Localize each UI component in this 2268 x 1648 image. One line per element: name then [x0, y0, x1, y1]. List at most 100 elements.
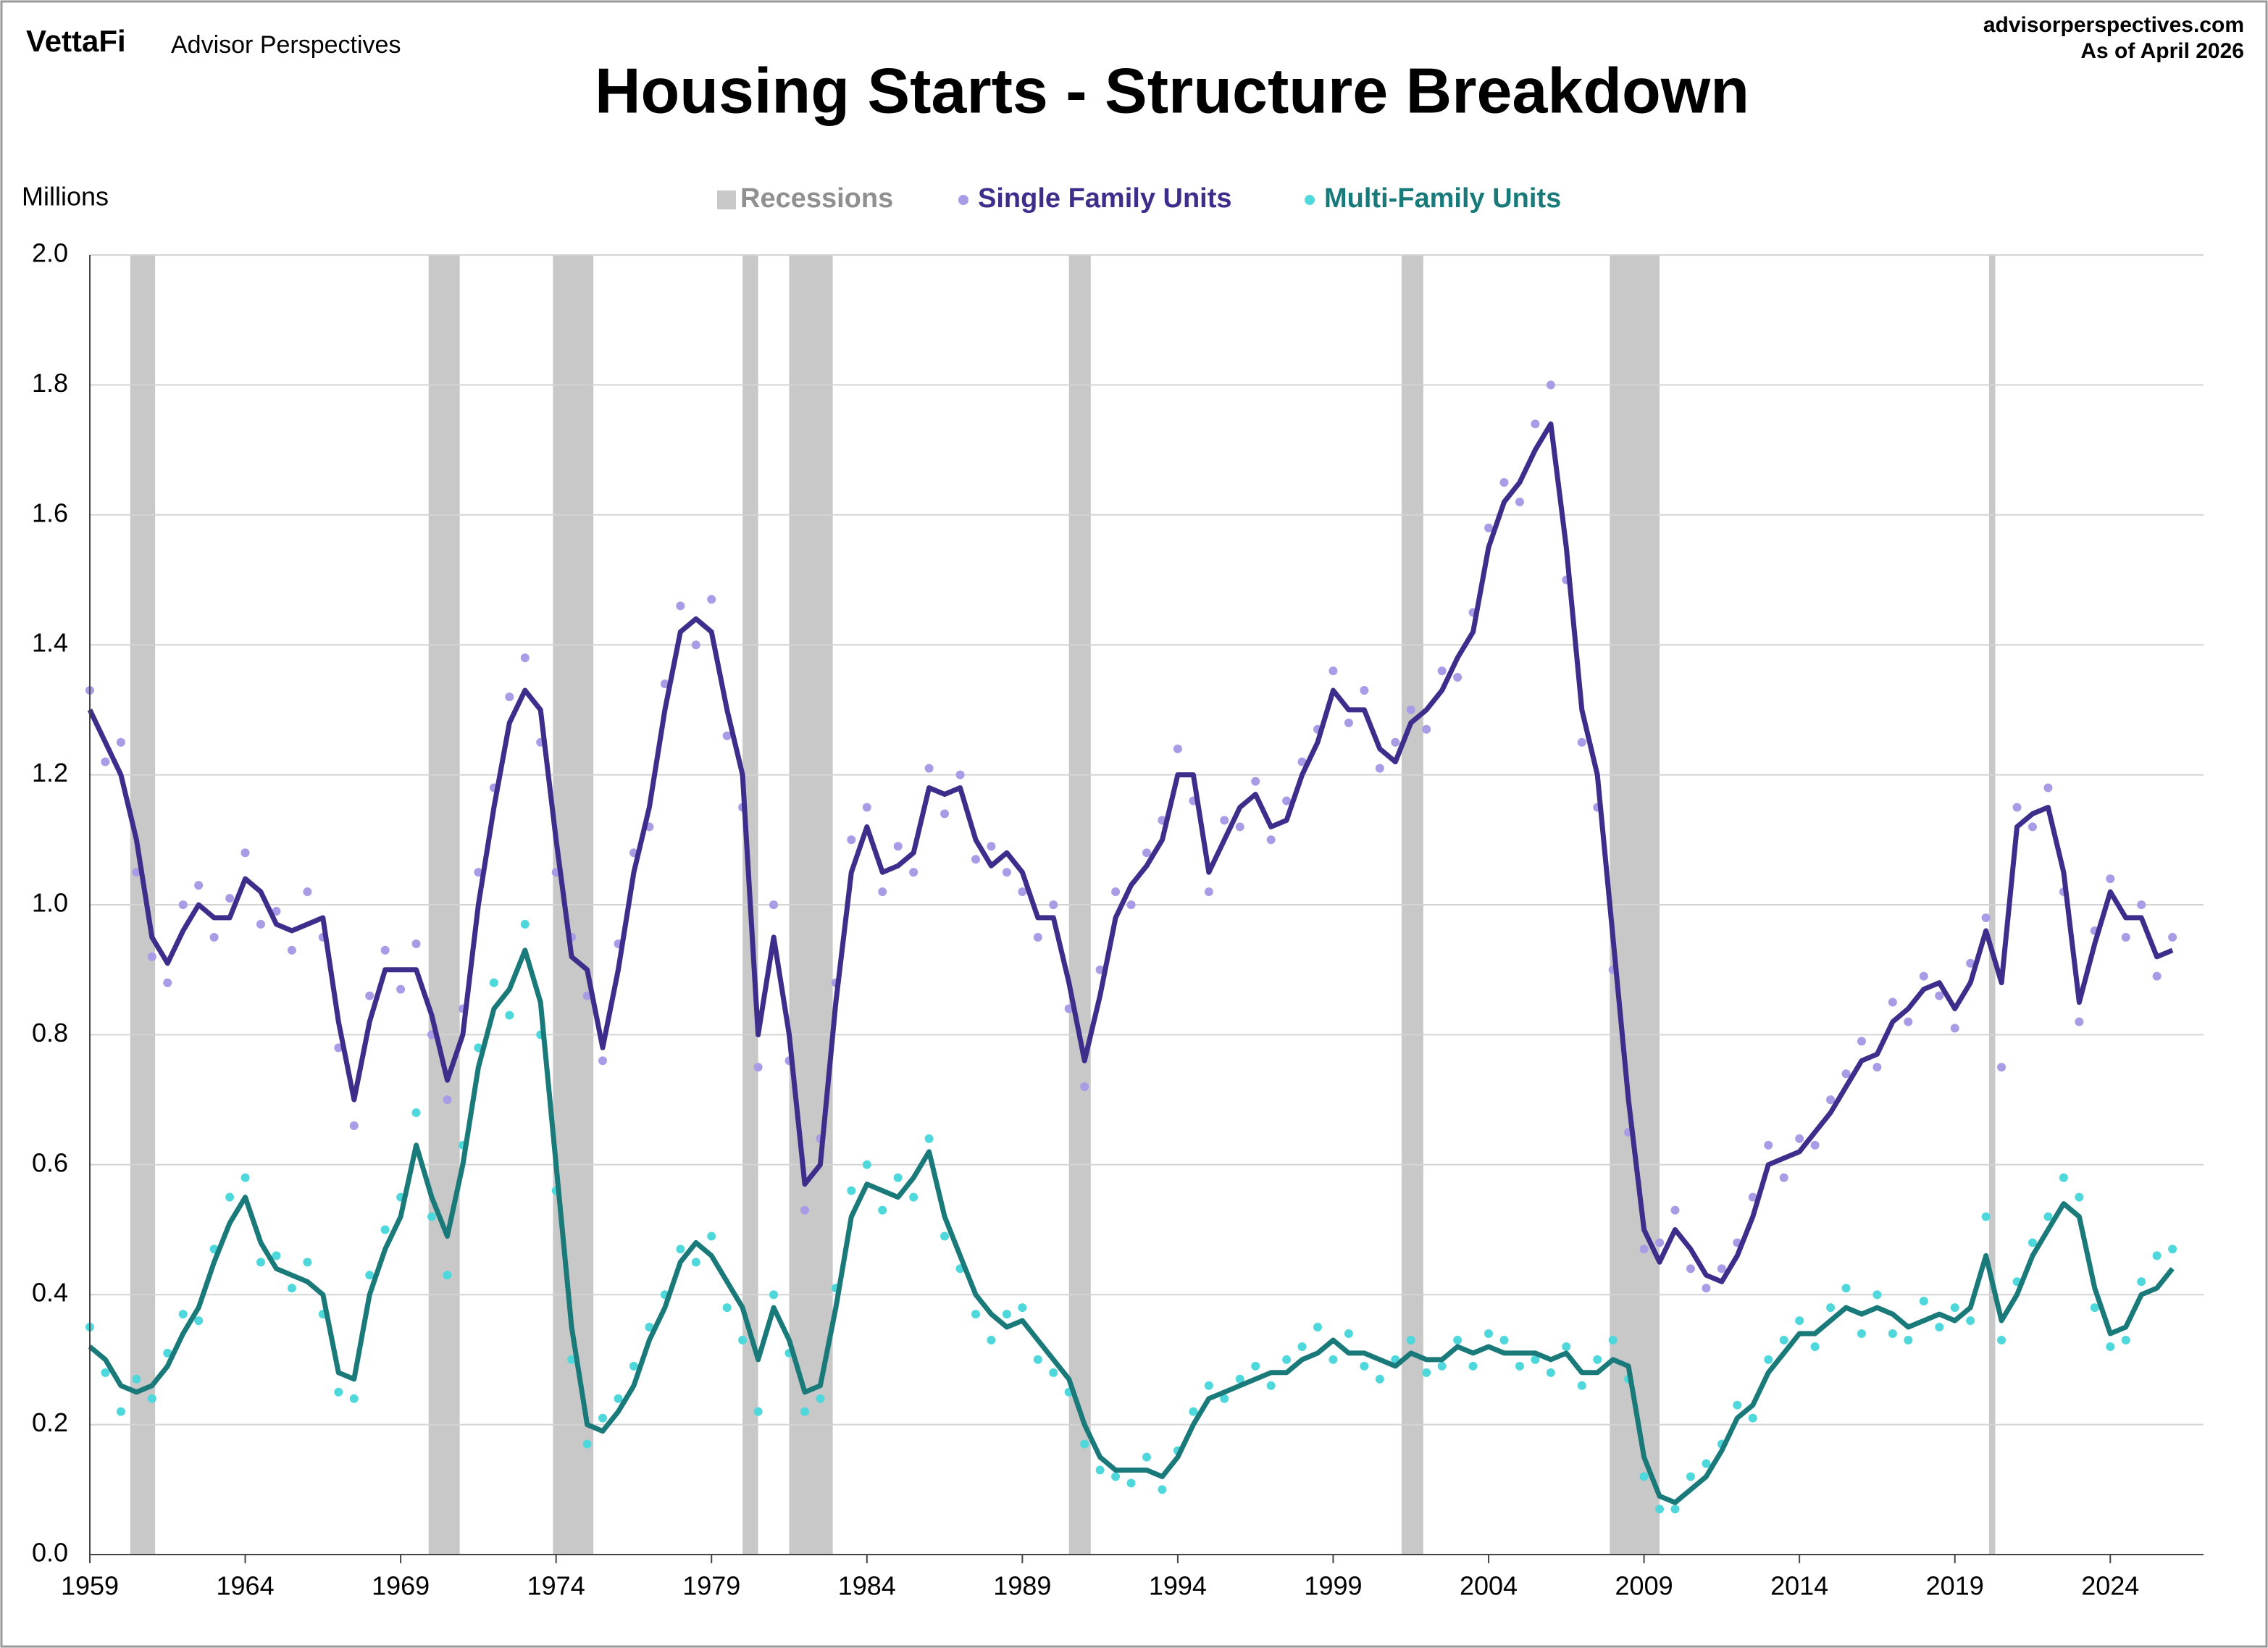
data-dot: [987, 842, 996, 851]
data-dot: [1251, 777, 1260, 786]
data-dot: [505, 1011, 514, 1020]
data-dot: [987, 1335, 996, 1344]
x-tick-label: 2009: [1615, 1571, 1673, 1601]
data-dot: [909, 868, 919, 877]
data-dot: [878, 1205, 887, 1215]
data-dot: [1266, 1381, 1276, 1390]
data-dot: [1002, 1310, 1011, 1319]
data-dot: [1733, 1400, 1742, 1410]
data-dot: [1810, 1140, 1820, 1150]
data-dot: [240, 848, 250, 858]
data-dot: [878, 887, 887, 897]
data-dot: [489, 978, 498, 987]
data-dot: [2059, 1173, 2068, 1182]
data-dot: [1686, 1264, 1695, 1273]
data-dot: [800, 1407, 809, 1416]
data-dot: [598, 1413, 608, 1423]
data-dot: [1702, 1284, 1711, 1293]
data-dot: [769, 900, 779, 909]
data-dot: [1049, 1368, 1058, 1377]
data-dot: [1360, 685, 1369, 695]
data-dot: [1173, 744, 1182, 753]
data-dot: [1795, 1316, 1804, 1326]
data-dot: [1002, 868, 1011, 877]
data-dot: [505, 692, 514, 701]
data-dot: [955, 770, 965, 779]
data-dot: [1888, 997, 1897, 1007]
data-dot: [1919, 971, 1928, 981]
data-dot: [225, 1192, 235, 1202]
data-dot: [1546, 1368, 1555, 1377]
legend-label: Single Family Units: [978, 183, 1232, 214]
data-dot: [1142, 848, 1151, 858]
data-dot: [427, 1212, 437, 1221]
data-dot: [1375, 764, 1384, 773]
data-dot: [1826, 1303, 1836, 1313]
data-dot: [1437, 666, 1447, 676]
trend-line: [87, 421, 2174, 1284]
data-dot: [1080, 1082, 1089, 1092]
data-dot: [1872, 1063, 1882, 1072]
data-dot: [691, 1258, 700, 1267]
data-dot: [163, 978, 172, 987]
data-dot: [2168, 1245, 2177, 1254]
x-tick-label: 1959: [61, 1571, 119, 1601]
data-dot: [287, 945, 296, 955]
data-dot: [769, 1290, 779, 1300]
data-dot: [629, 1361, 638, 1371]
data-dot: [1655, 1238, 1665, 1247]
data-dot: [2137, 1277, 2146, 1287]
data-dot: [1670, 1205, 1680, 1215]
data-dot: [1935, 1323, 1944, 1332]
legend-swatch: [1305, 195, 1315, 205]
y-tick-label: 0.0: [32, 1538, 68, 1568]
data-dot: [1111, 887, 1121, 897]
data-dot: [1655, 1505, 1665, 1514]
data-dot: [365, 1271, 374, 1280]
data-dot: [1328, 666, 1338, 676]
data-dot: [303, 887, 312, 897]
data-dot: [2137, 900, 2146, 909]
data-dot: [909, 1192, 919, 1202]
y-tick-label: 1.2: [32, 758, 68, 787]
data-dot: [1531, 1355, 1540, 1364]
y-tick-label: 0.6: [32, 1147, 68, 1177]
data-dot: [1608, 1335, 1618, 1344]
data-dot: [2075, 1017, 2084, 1026]
data-dot: [676, 601, 685, 611]
data-dot: [1220, 1394, 1229, 1403]
data-dot: [1158, 1485, 1167, 1494]
data-dot: [349, 1394, 359, 1403]
data-dot: [2106, 1342, 2115, 1351]
data-dot: [1344, 718, 1353, 727]
series-layer: [85, 380, 2177, 1514]
data-dot: [474, 868, 483, 877]
data-dot: [1577, 737, 1586, 747]
x-tick-label: 1984: [838, 1571, 896, 1601]
legend-swatch: [717, 191, 736, 209]
data-dot: [1499, 477, 1509, 487]
data-dot: [1702, 1459, 1711, 1468]
data-dot: [443, 1095, 452, 1105]
data-dot: [1826, 1095, 1836, 1105]
data-dot: [2043, 1212, 2053, 1221]
logo: VettaFi: [26, 24, 126, 58]
data-dot: [1841, 1069, 1851, 1079]
data-dot: [2012, 803, 2022, 812]
data-dot: [940, 1231, 950, 1241]
data-dot: [847, 1186, 856, 1195]
y-tick-label: 1.0: [32, 888, 68, 918]
data-dot: [893, 842, 903, 851]
data-dot: [1297, 1342, 1307, 1351]
data-dot: [194, 1316, 204, 1326]
data-dot: [1810, 1342, 1820, 1351]
data-dot: [862, 803, 871, 812]
data-dot: [1888, 1329, 1897, 1339]
data-dot: [443, 1271, 452, 1280]
trend-line: [88, 948, 2175, 1505]
y-tick-label: 1.4: [32, 628, 68, 658]
data-dot: [116, 1407, 125, 1416]
data-dot: [1406, 705, 1415, 714]
data-dot: [1049, 900, 1058, 909]
data-dot: [1328, 1355, 1338, 1364]
